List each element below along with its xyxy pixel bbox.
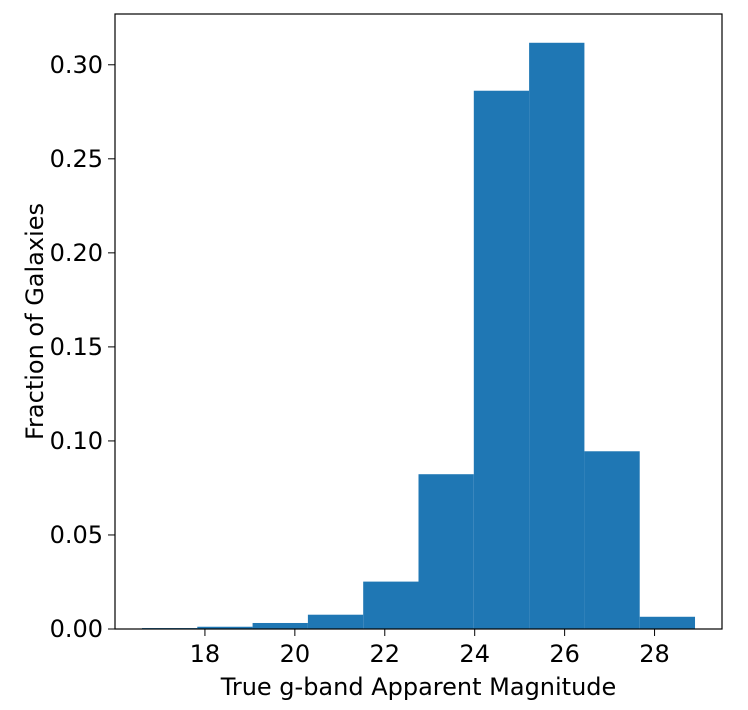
x-tick-label: 18 [190, 640, 221, 668]
histogram-bar [418, 474, 474, 629]
histogram-bar [584, 451, 640, 629]
y-tick-label: 0.10 [50, 427, 103, 455]
y-tick-label: 0.20 [50, 239, 103, 267]
histogram-bar [363, 581, 419, 629]
y-axis-ticks: 0.00 0.05 0.10 0.15 0.20 0.25 0.30 [50, 51, 115, 643]
y-tick-label: 0.30 [50, 51, 103, 79]
x-axis-ticks: 18 20 22 24 26 28 [190, 629, 670, 668]
histogram-bar [473, 90, 530, 629]
histogram-bar [529, 42, 585, 630]
histogram-bar [307, 614, 364, 629]
histogram-bars [141, 42, 696, 630]
plot-frame [114, 13, 723, 630]
x-tick-label: 22 [370, 640, 401, 668]
x-tick-label: 24 [459, 640, 490, 668]
y-tick-label: 0.05 [50, 521, 103, 549]
x-tick-label: 26 [549, 640, 580, 668]
x-tick-label: 28 [639, 640, 670, 668]
histogram-bar [252, 622, 308, 629]
y-tick-label: 0.15 [50, 333, 103, 361]
x-axis-label: True g-band Apparent Magnitude [220, 673, 617, 701]
y-tick-label: 0.00 [50, 615, 103, 643]
y-axis-label: Fraction of Galaxies [21, 203, 49, 440]
y-tick-label: 0.25 [50, 145, 103, 173]
histogram-bar [639, 616, 696, 629]
histogram-bar [197, 626, 253, 629]
x-tick-label: 20 [280, 640, 311, 668]
